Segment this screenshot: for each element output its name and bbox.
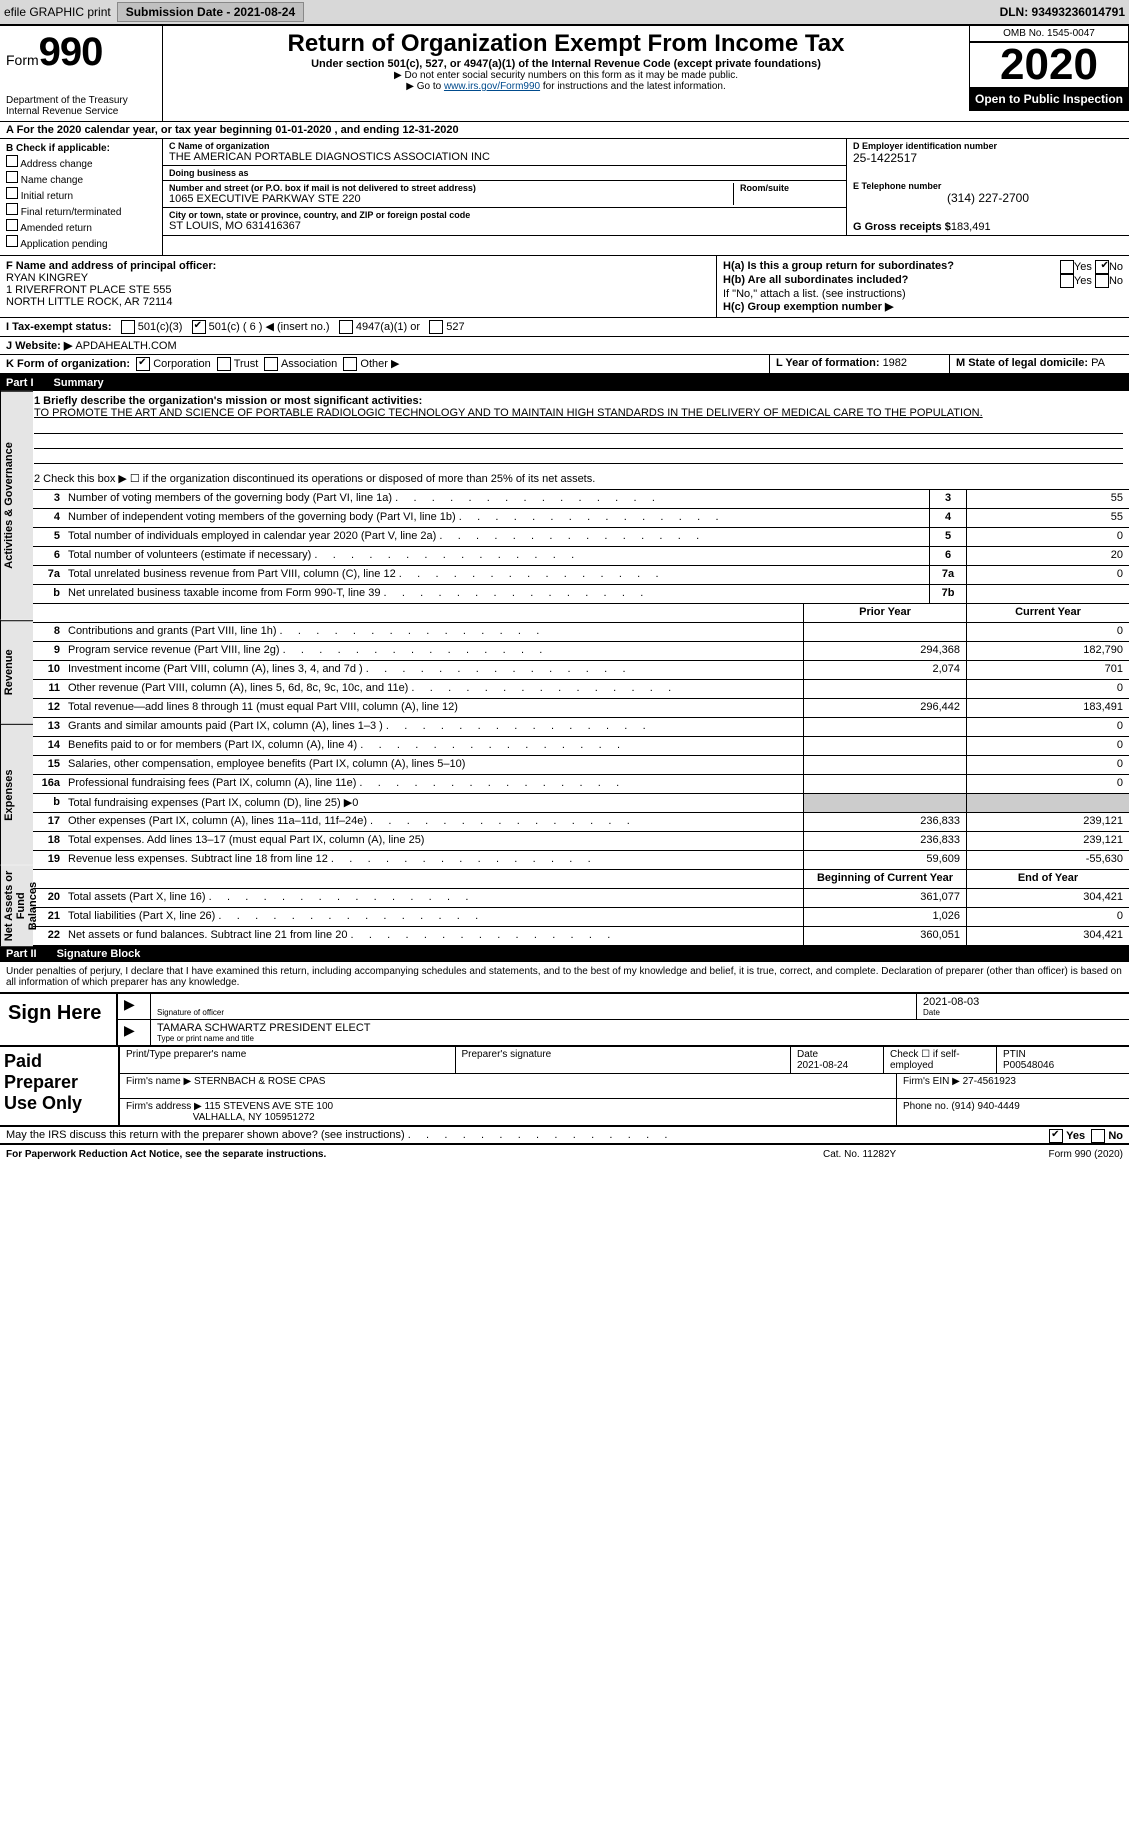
row-6: 6Total number of volunteers (estimate if…: [28, 547, 1129, 566]
row-22: 22Net assets or fund balances. Subtract …: [28, 927, 1129, 946]
topbar: efile GRAPHIC print Submission Date - 20…: [0, 0, 1129, 24]
box-f: F Name and address of principal officer:…: [0, 256, 717, 317]
city-cell: City or town, state or province, country…: [163, 208, 846, 234]
row-klm: K Form of organization: Corporation Trus…: [0, 355, 1129, 375]
form-subtitle: Under section 501(c), 527, or 4947(a)(1)…: [169, 58, 963, 70]
summary-body: Activities & Governance Revenue Expenses…: [0, 391, 1129, 946]
instr-1: ▶ Do not enter social security numbers o…: [169, 70, 963, 81]
vtab-revenue: Revenue: [0, 620, 33, 724]
row-15: 15Salaries, other compensation, employee…: [28, 756, 1129, 775]
form-header: Form990 Department of the Treasury Inter…: [0, 24, 1129, 122]
ein-cell: D Employer identification number 25-1422…: [853, 141, 1123, 165]
row-16b: bTotal fundraising expenses (Part IX, co…: [28, 794, 1129, 813]
signature-declaration: Under penalties of perjury, I declare th…: [0, 962, 1129, 992]
block-bcd: B Check if applicable: Address change Na…: [0, 139, 1129, 256]
part-1-header: Part I Summary: [0, 375, 1129, 391]
sign-here-block: Sign Here ▶ Signature of officer 2021-08…: [0, 992, 1129, 1047]
part-2-header: Part II Signature Block: [0, 946, 1129, 962]
row-10: 10Investment income (Part VIII, column (…: [28, 661, 1129, 680]
dba-cell: Doing business as: [163, 166, 846, 181]
form-number: Form990: [6, 30, 156, 75]
vtab-expenses: Expenses: [0, 724, 33, 865]
vtab-netassets: Net Assets or Fund Balances: [0, 865, 33, 946]
box-h: H(a) Is this a group return for subordin…: [717, 256, 1129, 317]
form-title: Return of Organization Exempt From Incom…: [169, 30, 963, 58]
row-7b: bNet unrelated business taxable income f…: [28, 585, 1129, 604]
addr-cell: Number and street (or P.O. box if mail i…: [163, 181, 846, 208]
row-20: 20Total assets (Part X, line 16)361,0773…: [28, 889, 1129, 908]
vtab-activities: Activities & Governance: [0, 391, 33, 620]
row-17: 17Other expenses (Part IX, column (A), l…: [28, 813, 1129, 832]
row-16a: 16aProfessional fundraising fees (Part I…: [28, 775, 1129, 794]
row-5: 5Total number of individuals employed in…: [28, 528, 1129, 547]
row-begin-end-header: Beginning of Current YearEnd of Year: [28, 870, 1129, 889]
row-4: 4Number of independent voting members of…: [28, 509, 1129, 528]
instr-2: ▶ Go to www.irs.gov/Form990 for instruct…: [169, 81, 963, 92]
irs-link[interactable]: www.irs.gov/Form990: [444, 81, 540, 92]
tax-year: 2020: [969, 42, 1129, 88]
page-footer: For Paperwork Reduction Act Notice, see …: [0, 1145, 1129, 1164]
efile-label: efile GRAPHIC print: [4, 5, 111, 19]
org-name-cell: C Name of organization THE AMERICAN PORT…: [163, 139, 846, 166]
line-j: J Website: ▶ APDAHEALTH.COM: [0, 337, 1129, 355]
row-13: 13Grants and similar amounts paid (Part …: [28, 718, 1129, 737]
row-18: 18Total expenses. Add lines 13–17 (must …: [28, 832, 1129, 851]
phone-cell: E Telephone number (314) 227-2700: [853, 181, 1123, 205]
row-19: 19Revenue less expenses. Subtract line 1…: [28, 851, 1129, 870]
open-inspection: Open to Public Inspection: [969, 88, 1129, 111]
row-8: 8Contributions and grants (Part VIII, li…: [28, 623, 1129, 642]
row-11: 11Other revenue (Part VIII, column (A), …: [28, 680, 1129, 699]
row-12: 12Total revenue—add lines 8 through 11 (…: [28, 699, 1129, 718]
dln: DLN: 93493236014791: [1000, 5, 1125, 19]
row-14: 14Benefits paid to or for members (Part …: [28, 737, 1129, 756]
row-9: 9Program service revenue (Part VIII, lin…: [28, 642, 1129, 661]
row-fh: F Name and address of principal officer:…: [0, 256, 1129, 318]
row-21: 21Total liabilities (Part X, line 26)1,0…: [28, 908, 1129, 927]
discuss-row: May the IRS discuss this return with the…: [0, 1127, 1129, 1145]
line-a: A For the 2020 calendar year, or tax yea…: [0, 122, 1129, 139]
gross-cell: G Gross receipts $183,491: [853, 221, 1123, 233]
mission-block: 1 Briefly describe the organization's mi…: [28, 391, 1129, 490]
row-prior-current-header: Prior YearCurrent Year: [28, 604, 1129, 623]
row-7a: 7aTotal unrelated business revenue from …: [28, 566, 1129, 585]
submission-date-btn[interactable]: Submission Date - 2021-08-24: [117, 2, 304, 22]
row-3: 3Number of voting members of the governi…: [28, 490, 1129, 509]
line-i: I Tax-exempt status: 501(c)(3) 501(c) ( …: [0, 318, 1129, 337]
box-b: B Check if applicable: Address change Na…: [0, 139, 163, 255]
dept-label: Department of the Treasury Internal Reve…: [6, 95, 156, 117]
paid-preparer-block: Paid Preparer Use Only Print/Type prepar…: [0, 1047, 1129, 1127]
